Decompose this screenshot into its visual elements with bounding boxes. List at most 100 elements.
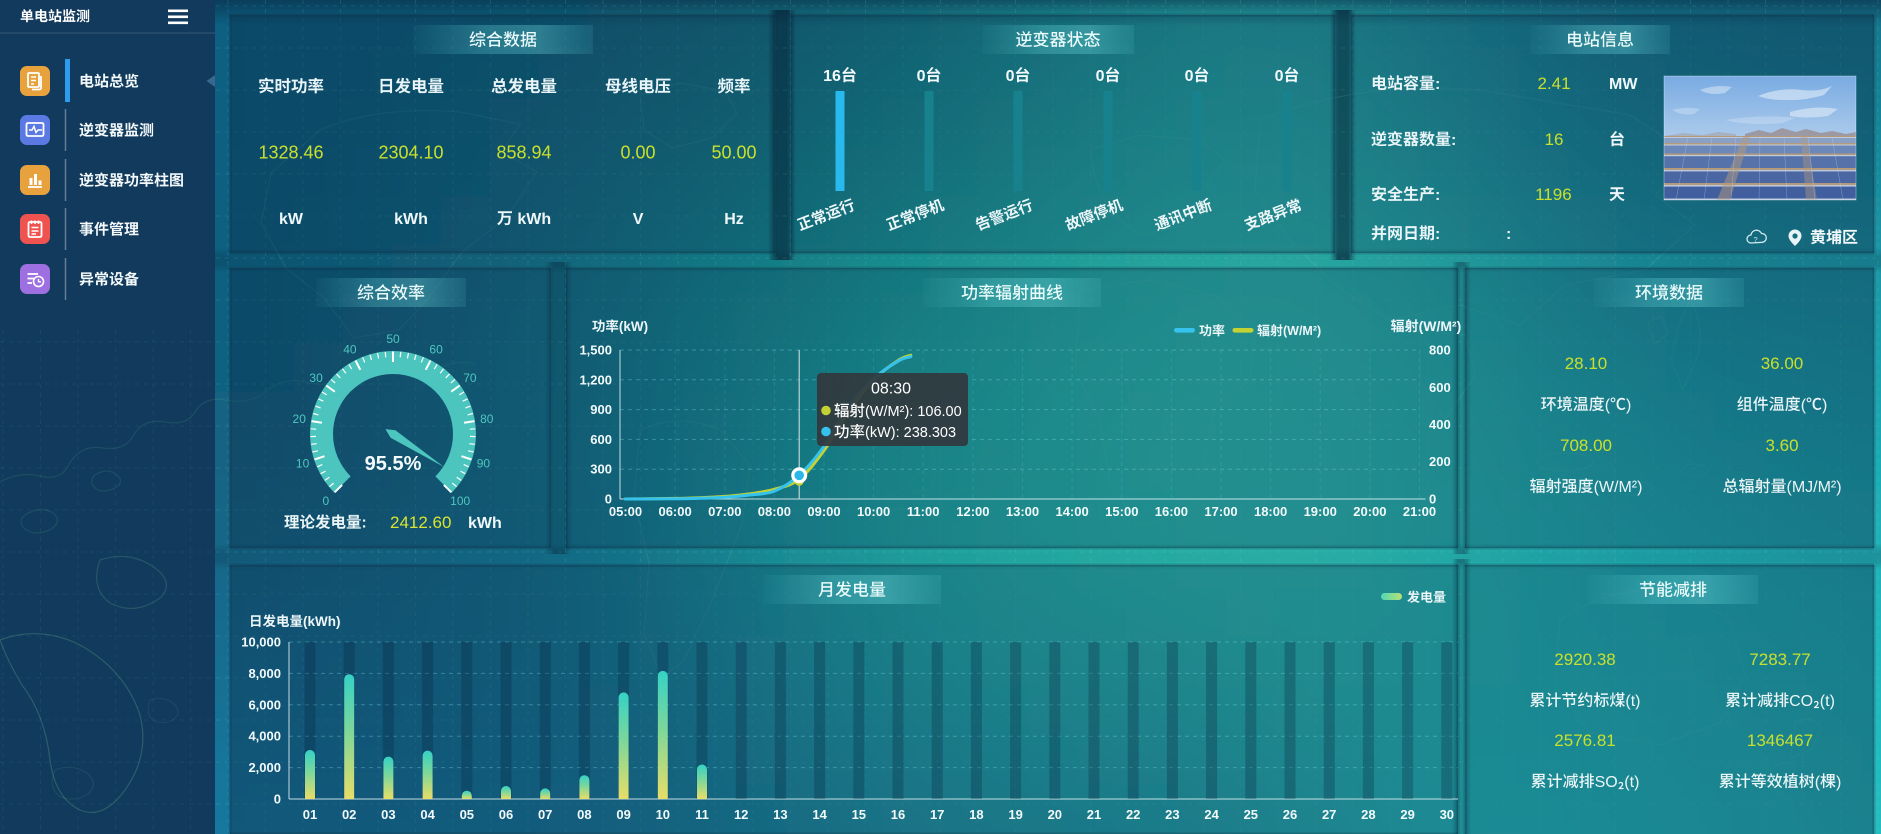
svg-text:(: ( — [1605, 397, 1611, 414]
svg-text:10: 10 — [296, 456, 310, 470]
svg-text:0: 0 — [1096, 68, 1105, 85]
svg-text:(W/M²): 106.00: (W/M²): 106.00 — [865, 404, 962, 420]
svg-text:95.5%: 95.5% — [365, 453, 422, 475]
svg-text:18:00: 18:00 — [1254, 504, 1287, 519]
svg-text:600: 600 — [1429, 380, 1451, 395]
svg-text:13: 13 — [773, 807, 787, 822]
svg-text:07:00: 07:00 — [708, 504, 741, 519]
svg-text:07: 07 — [538, 807, 552, 822]
svg-text::: : — [1435, 187, 1440, 204]
svg-text:800: 800 — [1429, 343, 1451, 358]
svg-text:08:30: 08:30 — [871, 381, 911, 398]
svg-text:300: 300 — [590, 462, 612, 477]
svg-text:12:00: 12:00 — [956, 504, 989, 519]
svg-text:0: 0 — [322, 494, 329, 508]
svg-text:14: 14 — [812, 807, 827, 822]
svg-text:27: 27 — [1322, 807, 1336, 822]
svg-text:90: 90 — [477, 456, 491, 470]
svg-text:50: 50 — [386, 332, 400, 346]
svg-text:28: 28 — [1361, 807, 1375, 822]
svg-text:08: 08 — [577, 807, 591, 822]
svg-text:200: 200 — [1429, 454, 1451, 469]
svg-text:600: 600 — [590, 432, 612, 447]
svg-text:09: 09 — [616, 807, 630, 822]
svg-text:1346467: 1346467 — [1747, 731, 1813, 750]
svg-text:16:00: 16:00 — [1155, 504, 1188, 519]
svg-text:05: 05 — [460, 807, 474, 822]
svg-text:18: 18 — [969, 807, 983, 822]
svg-text:13:00: 13:00 — [1006, 504, 1039, 519]
svg-text:7283.77: 7283.77 — [1749, 650, 1810, 669]
svg-text:04: 04 — [420, 807, 435, 822]
svg-text:22: 22 — [1126, 807, 1140, 822]
svg-text:8,000: 8,000 — [248, 666, 281, 681]
svg-text:0: 0 — [274, 792, 281, 807]
svg-text:14:00: 14:00 — [1055, 504, 1088, 519]
svg-text:): ) — [1822, 397, 1827, 414]
svg-text:): ) — [1626, 397, 1631, 414]
svg-text:25: 25 — [1244, 807, 1258, 822]
svg-text:900: 900 — [590, 402, 612, 417]
svg-text:40: 40 — [343, 342, 357, 356]
svg-text:19: 19 — [1008, 807, 1022, 822]
svg-text::: : — [1435, 226, 1440, 243]
svg-text:2.41: 2.41 — [1538, 74, 1571, 93]
svg-text:kWh: kWh — [468, 515, 502, 532]
svg-text:80: 80 — [480, 412, 494, 426]
svg-text:3.60: 3.60 — [1766, 436, 1799, 455]
svg-text:(t): (t) — [1625, 693, 1640, 710]
svg-text:2412.60: 2412.60 — [390, 513, 451, 532]
svg-text:0: 0 — [605, 492, 612, 507]
svg-text:(t): (t) — [1624, 774, 1639, 791]
svg-text:11: 11 — [695, 807, 709, 822]
svg-text:20: 20 — [1048, 807, 1062, 822]
svg-text:kW: kW — [279, 211, 304, 228]
svg-text:01: 01 — [303, 807, 317, 822]
svg-text:?: ? — [1754, 235, 1758, 244]
svg-text:(kWh): (kWh) — [303, 614, 341, 629]
svg-text:(: ( — [1801, 397, 1807, 414]
svg-text::: : — [1506, 226, 1511, 243]
svg-text:6,000: 6,000 — [248, 697, 281, 712]
svg-text:0: 0 — [1185, 68, 1194, 85]
svg-text:30: 30 — [1440, 807, 1454, 822]
svg-text:4,000: 4,000 — [248, 729, 281, 744]
svg-text:16: 16 — [823, 68, 841, 85]
svg-text:02: 02 — [342, 807, 356, 822]
svg-text:05:00: 05:00 — [609, 504, 642, 519]
svg-text:70: 70 — [463, 371, 477, 385]
svg-text:36.00: 36.00 — [1761, 354, 1804, 373]
svg-text:20:00: 20:00 — [1353, 504, 1386, 519]
svg-text:06:00: 06:00 — [658, 504, 691, 519]
svg-text::: : — [1435, 76, 1440, 93]
svg-text:21:00: 21:00 — [1403, 504, 1436, 519]
svg-text:708.00: 708.00 — [1560, 436, 1612, 455]
svg-text:2920.38: 2920.38 — [1554, 650, 1615, 669]
svg-text:0: 0 — [1429, 492, 1436, 507]
svg-text:08:00: 08:00 — [758, 504, 791, 519]
svg-text:03: 03 — [381, 807, 395, 822]
svg-text:0: 0 — [1275, 68, 1284, 85]
svg-text:16: 16 — [891, 807, 905, 822]
svg-text:09:00: 09:00 — [807, 504, 840, 519]
svg-text:): ) — [1836, 774, 1841, 791]
svg-text:(MJ/M²): (MJ/M²) — [1787, 479, 1842, 496]
svg-text:(: ( — [1815, 774, 1821, 791]
svg-text:60: 60 — [429, 342, 443, 356]
svg-text:Hz: Hz — [724, 211, 744, 228]
svg-text:23: 23 — [1165, 807, 1179, 822]
svg-text:21: 21 — [1087, 807, 1101, 822]
svg-text:0: 0 — [1006, 68, 1015, 85]
svg-text:20: 20 — [293, 412, 307, 426]
svg-text:(W/M²): (W/M²) — [1419, 318, 1462, 334]
svg-text:100: 100 — [450, 494, 470, 508]
svg-text:06: 06 — [499, 807, 513, 822]
svg-text:400: 400 — [1429, 417, 1451, 432]
svg-text:1,500: 1,500 — [579, 343, 612, 358]
svg-text:V: V — [633, 211, 644, 228]
svg-text:29: 29 — [1400, 807, 1414, 822]
svg-text:12: 12 — [734, 807, 748, 822]
svg-text:1196: 1196 — [1535, 185, 1572, 204]
svg-text:CO: CO — [1789, 693, 1813, 710]
svg-text:SO: SO — [1595, 774, 1618, 791]
